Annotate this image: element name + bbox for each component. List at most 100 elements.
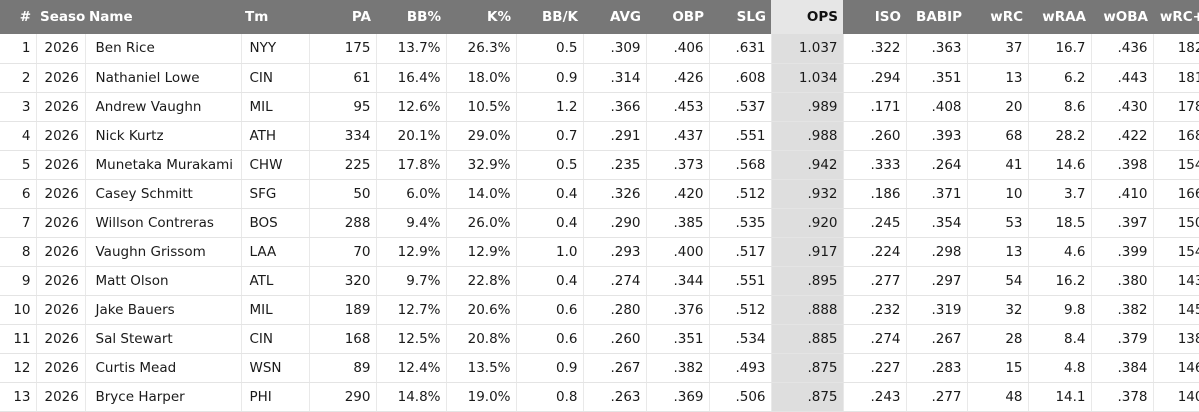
column-header-name[interactable]: Name	[89, 9, 133, 25]
k-pct-cell: 13.5%	[446, 353, 517, 383]
avg-cell: .290	[583, 208, 647, 238]
table-row: 8 2026 Vaughn Grissom LAA 70 12.9% 12.9% 1.0.29…	[0, 237, 1199, 267]
column-header-obp[interactable]: OBP	[672, 9, 704, 25]
bb-k-cell: 0.8	[516, 382, 584, 412]
slg-cell: .608	[709, 63, 772, 93]
column-header-rank[interactable]: #	[19, 9, 31, 25]
season-cell: 2026	[36, 63, 86, 93]
k-pct-cell: 29.0%	[446, 121, 517, 151]
column-header-bb-k[interactable]: BB/K	[542, 9, 578, 25]
team-link[interactable]: WSN	[241, 353, 310, 383]
k-pct-cell: 26.3%	[446, 34, 517, 64]
slg-cell: .537	[709, 92, 772, 122]
column-header-wrc[interactable]: wRC	[990, 9, 1023, 25]
avg-cell: .235	[583, 150, 647, 180]
column-header-slg[interactable]: SLG	[736, 9, 766, 25]
column-header-bb-pct[interactable]: BB%	[406, 9, 441, 25]
avg-cell: .366	[583, 92, 647, 122]
wrc-plus-cell: 145	[1153, 295, 1199, 325]
column-header-iso[interactable]: ISO	[874, 9, 901, 25]
rank-cell: 5	[0, 150, 37, 180]
column-header-team[interactable]: Tm	[245, 9, 269, 25]
wraa-cell: 14.1	[1028, 382, 1092, 412]
player-name-link[interactable]: Sal Stewart	[85, 324, 242, 354]
wrc-plus-cell: 168	[1153, 121, 1199, 151]
team-link[interactable]: MIL	[241, 92, 310, 122]
woba-cell: .443	[1091, 63, 1154, 93]
wrc-cell: 54	[967, 266, 1029, 296]
woba-cell: .398	[1091, 150, 1154, 180]
iso-cell: .227	[843, 353, 907, 383]
team-link[interactable]: CHW	[241, 150, 310, 180]
player-name-link[interactable]: Willson Contreras	[85, 208, 242, 238]
player-name-link[interactable]: Matt Olson	[85, 266, 242, 296]
player-name-link[interactable]: Ben Rice	[85, 34, 242, 64]
team-link[interactable]: PHI	[241, 382, 310, 412]
season-cell: 2026	[36, 266, 86, 296]
iso-cell: .294	[843, 63, 907, 93]
column-header-avg[interactable]: AVG	[609, 9, 641, 25]
player-name-link[interactable]: Nick Kurtz	[85, 121, 242, 151]
column-header-k-pct[interactable]: K%	[487, 9, 511, 25]
player-name-link[interactable]: Casey Schmitt	[85, 179, 242, 209]
player-name-link[interactable]: Jake Bauers	[85, 295, 242, 325]
column-header-wrc-plus[interactable]: wRC+	[1159, 9, 1199, 25]
slg-cell: .551	[709, 121, 772, 151]
babip-cell: .408	[906, 92, 968, 122]
team-link[interactable]: MIL	[241, 295, 310, 325]
team-link[interactable]: LAA	[241, 237, 310, 267]
slg-cell: .631	[709, 34, 772, 64]
column-header-ops[interactable]: OPS	[771, 0, 843, 34]
avg-cell: .326	[583, 179, 647, 209]
iso-cell: .243	[843, 382, 907, 412]
player-name-link[interactable]: Vaughn Grissom	[85, 237, 242, 267]
season-cell: 2026	[36, 34, 86, 64]
obp-cell: .426	[646, 63, 710, 93]
team-link[interactable]: CIN	[241, 63, 310, 93]
iso-cell: .245	[843, 208, 907, 238]
column-header-pa[interactable]: PA	[351, 9, 371, 25]
obp-cell: .344	[646, 266, 710, 296]
obp-cell: .369	[646, 382, 710, 412]
wrc-cell: 20	[967, 92, 1029, 122]
wrc-cell: 41	[967, 150, 1029, 180]
iso-cell: .333	[843, 150, 907, 180]
rank-cell: 1	[0, 34, 37, 64]
player-name-link[interactable]: Andrew Vaughn	[85, 92, 242, 122]
column-header-woba[interactable]: wOBA	[1103, 9, 1148, 25]
wrc-cell: 13	[967, 63, 1029, 93]
team-link[interactable]: SFG	[241, 179, 310, 209]
column-header-wraa[interactable]: wRAA	[1042, 9, 1086, 25]
woba-cell: .379	[1091, 324, 1154, 354]
player-name-link[interactable]: Munetaka Murakami	[85, 150, 242, 180]
team-link[interactable]: ATL	[241, 266, 310, 296]
babip-cell: .363	[906, 34, 968, 64]
obp-cell: .400	[646, 237, 710, 267]
rank-cell: 3	[0, 92, 37, 122]
wrc-plus-cell: 154	[1153, 237, 1199, 267]
bb-k-cell: 0.9	[516, 63, 584, 93]
ops-cell: .989	[771, 92, 844, 122]
table-row: 2 2026 Nathaniel Lowe CIN 61 16.4% 18.0% 0.9.31…	[0, 63, 1199, 93]
player-name-link[interactable]: Nathaniel Lowe	[85, 63, 242, 93]
slg-cell: .568	[709, 150, 772, 180]
k-pct-cell: 10.5%	[446, 92, 517, 122]
ops-cell: .885	[771, 324, 844, 354]
team-link[interactable]: ATH	[241, 121, 310, 151]
k-pct-cell: 20.6%	[446, 295, 517, 325]
bb-k-cell: 0.5	[516, 34, 584, 64]
team-link[interactable]: CIN	[241, 324, 310, 354]
player-name-link[interactable]: Bryce Harper	[85, 382, 242, 412]
k-pct-cell: 12.9%	[446, 237, 517, 267]
team-link[interactable]: NYY	[241, 34, 310, 64]
column-header-season[interactable]: Season	[40, 9, 85, 25]
team-link[interactable]: BOS	[241, 208, 310, 238]
ops-cell: .988	[771, 121, 844, 151]
column-header-babip[interactable]: BABIP	[916, 9, 962, 25]
table-row: 11 2026 Sal Stewart CIN 168 12.5% 20.8% 0.6.260…	[0, 324, 1199, 354]
bb-pct-cell: 13.7%	[376, 34, 447, 64]
bb-k-cell: 1.2	[516, 92, 584, 122]
player-name-link[interactable]: Curtis Mead	[85, 353, 242, 383]
season-cell: 2026	[36, 324, 86, 354]
